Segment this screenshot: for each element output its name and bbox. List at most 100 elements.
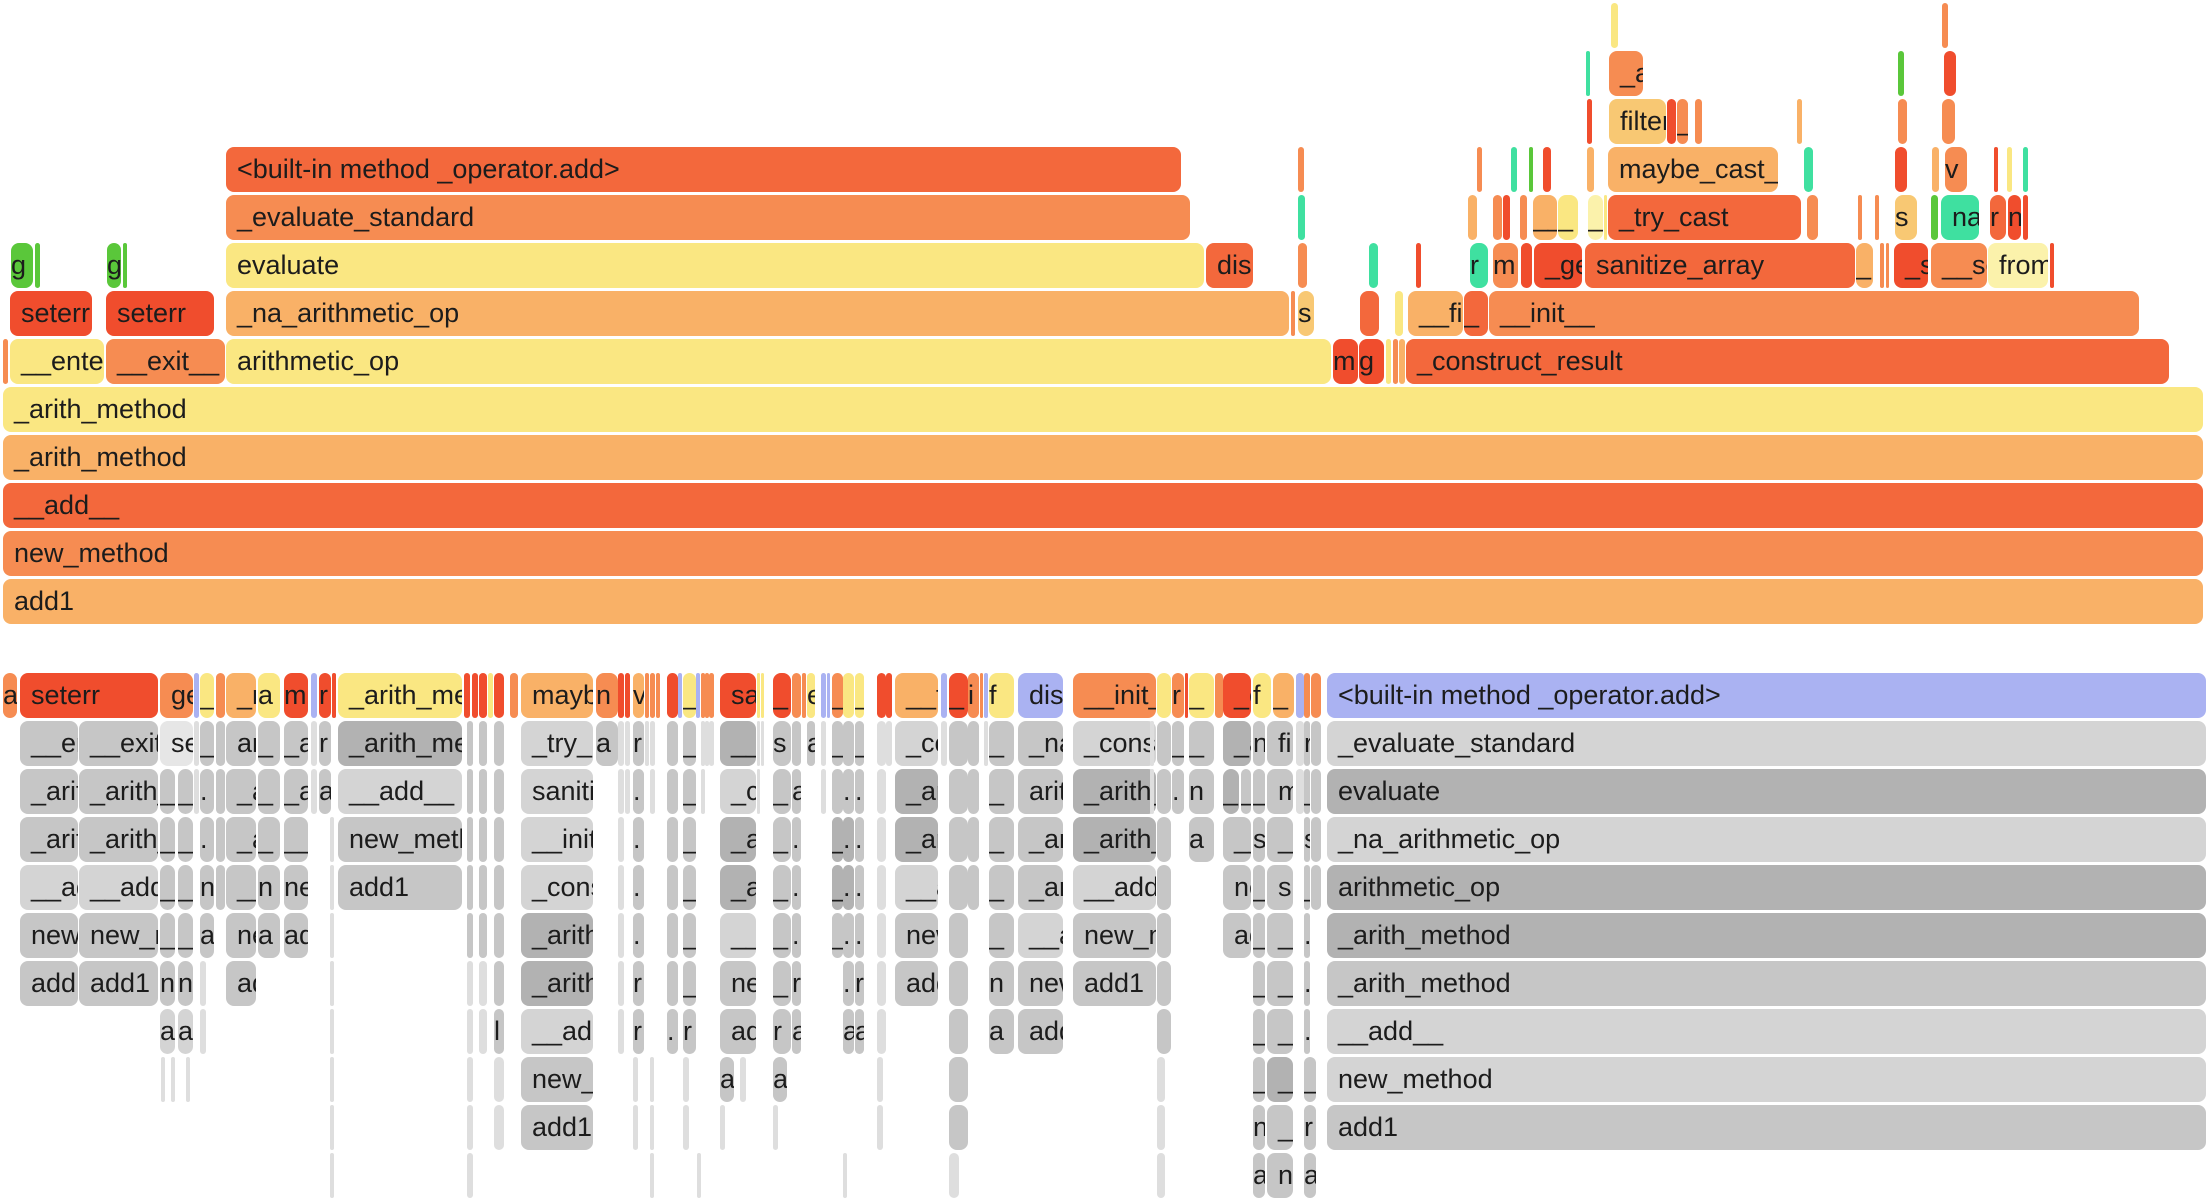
frame-s[interactable]: s	[773, 721, 791, 766]
frame-sliver[interactable]	[1880, 243, 1884, 288]
frame-sliver[interactable]	[886, 721, 892, 766]
frame-evaluate[interactable]: evaluate	[226, 243, 1204, 288]
frame-sliver[interactable]	[792, 721, 801, 766]
frame-sliver[interactable]	[330, 817, 334, 862]
frame-sliver[interactable]: .	[633, 913, 644, 958]
frame-s[interactable]: s	[1304, 817, 1310, 862]
frame-sliver[interactable]	[467, 721, 473, 766]
frame-sliver[interactable]: _	[683, 769, 696, 814]
frame-sliver[interactable]	[479, 673, 487, 718]
frame-sliver[interactable]: _	[773, 769, 791, 814]
frame-add[interactable]: __add__	[3, 483, 2203, 528]
frame-sliver[interactable]	[705, 721, 709, 766]
frame-sliver[interactable]	[1215, 673, 1223, 718]
frame-sliver[interactable]	[821, 721, 826, 766]
frame-sliver[interactable]	[877, 769, 886, 814]
frame-sliver[interactable]	[1932, 147, 1939, 192]
frame-sliver[interactable]	[757, 721, 760, 766]
frame-sliver[interactable]	[1296, 721, 1304, 766]
frame-sliver[interactable]	[1611, 3, 1618, 48]
frame-a[interactable]: a	[792, 1009, 801, 1054]
frame-r[interactable]: r	[633, 961, 644, 1006]
frame-sliver[interactable]	[949, 1153, 959, 1198]
frame-a[interactable]: a	[1304, 1153, 1316, 1198]
frame-a[interactable]: a	[1253, 1153, 1265, 1198]
frame-sliver[interactable]	[618, 865, 624, 910]
frame-arith-method[interactable]: _arith_method	[3, 435, 2203, 480]
frame-sliver[interactable]	[949, 1057, 968, 1102]
frame-sliver[interactable]	[701, 673, 705, 718]
frame-seterr[interactable]: seterr	[106, 291, 214, 336]
frame-r[interactable]: r	[1304, 1105, 1316, 1150]
frame-sliver[interactable]: _	[773, 673, 791, 718]
frame-sliver[interactable]: _	[683, 913, 696, 958]
frame-a[interactable]: a	[178, 1009, 193, 1054]
frame-sliver[interactable]	[472, 673, 478, 718]
frame-sliver[interactable]: .	[843, 913, 854, 958]
frame-sliver[interactable]: _	[1558, 195, 1578, 240]
frame-sliver[interactable]	[1942, 99, 1955, 144]
frame-sliver[interactable]	[843, 721, 854, 766]
frame-sliver[interactable]	[1994, 147, 1998, 192]
frame-sliver[interactable]	[645, 721, 649, 766]
frame-sliver[interactable]: _	[832, 865, 843, 910]
frame-arith-method[interactable]: _arith_method	[895, 769, 938, 814]
frame-construct-result[interactable]: _construct_result	[1073, 721, 1156, 766]
frame-sliver[interactable]	[1311, 721, 1321, 766]
frame-sliver[interactable]: _	[855, 721, 864, 766]
frame-e[interactable]: e	[807, 673, 815, 718]
frame-new-method[interactable]: new_method	[79, 913, 158, 958]
frame-arith-method[interactable]: _arith_method	[720, 865, 756, 910]
frame-sliver[interactable]	[332, 673, 336, 718]
frame-sliver[interactable]	[1298, 147, 1304, 192]
frame-na[interactable]: na	[1941, 195, 1979, 240]
frame-sliver[interactable]	[701, 769, 705, 814]
frame-s[interactable]: s	[1253, 817, 1265, 862]
frame-sliver[interactable]: _	[1253, 1057, 1265, 1102]
frame-n[interactable]: n	[160, 961, 175, 1006]
frame-g[interactable]: g	[107, 243, 121, 288]
frame-n[interactable]: n	[989, 961, 1014, 1006]
frame-new-method[interactable]: new_method	[720, 961, 756, 1006]
frame-sliver[interactable]	[479, 769, 487, 814]
frame-add[interactable]: __add__	[79, 865, 158, 910]
frame-new-method[interactable]: new_method	[226, 913, 256, 958]
frame-sliver[interactable]	[1291, 291, 1295, 336]
frame-sliver[interactable]: _	[1172, 721, 1184, 766]
frame-r[interactable]: r	[792, 961, 801, 1006]
frame-sliver[interactable]	[1393, 339, 1398, 384]
frame-exit[interactable]: __exit__	[79, 721, 158, 766]
frame-sliver[interactable]: _	[1253, 1009, 1265, 1054]
frame-sliver[interactable]	[467, 769, 473, 814]
frame-arith-method[interactable]: _arith_method	[20, 769, 78, 814]
frame-sliver[interactable]	[467, 817, 473, 862]
frame-r[interactable]: r	[1990, 195, 2006, 240]
frame-sliver[interactable]	[1898, 51, 1904, 96]
frame-sliver[interactable]	[667, 913, 678, 958]
frame-disp[interactable]: disp	[1206, 243, 1253, 288]
frame-sliver[interactable]	[467, 913, 473, 958]
frame-arith-method[interactable]: _arith_method	[3, 387, 2203, 432]
frame-sliver[interactable]	[761, 721, 764, 766]
frame-sliver[interactable]: .	[1304, 961, 1310, 1006]
frame-sliver[interactable]: .	[633, 817, 644, 862]
frame-s[interactable]: _s	[1894, 243, 1928, 288]
frame-sliver[interactable]	[877, 673, 886, 718]
frame-sliver[interactable]: _	[832, 817, 843, 862]
frame-sliver[interactable]: .	[633, 769, 644, 814]
frame-sliver[interactable]	[886, 673, 892, 718]
frame-sliver[interactable]	[467, 1153, 473, 1198]
frame-a[interactable]: a	[160, 1009, 175, 1054]
frame-sliver[interactable]	[877, 1105, 883, 1150]
frame-sliver[interactable]: _	[1267, 1009, 1293, 1054]
frame-sliver[interactable]	[941, 673, 947, 718]
frame-sliver[interactable]	[941, 721, 947, 766]
frame-sa[interactable]: sa	[720, 673, 756, 718]
frame-sliver[interactable]	[3, 339, 8, 384]
frame-na-arithmetic-op[interactable]: _na_arithmetic_op	[226, 291, 1289, 336]
frame-sliver[interactable]	[1311, 769, 1321, 814]
frame-seterr[interactable]: seterr	[160, 721, 193, 766]
frame-new-method[interactable]: new_method	[1073, 913, 1156, 958]
frame-sliver[interactable]: .	[792, 865, 801, 910]
